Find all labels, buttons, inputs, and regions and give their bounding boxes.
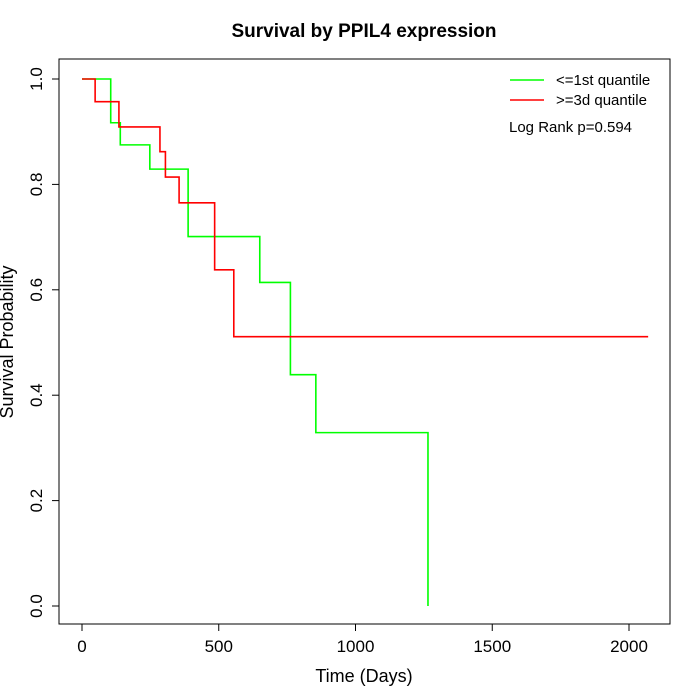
- x-tick-label: 500: [205, 637, 233, 656]
- legend-label-1: <=1st quantile: [556, 72, 650, 89]
- x-tick-label: 1500: [473, 637, 511, 656]
- x-axis: 0 500 1000 1500 2000: [77, 623, 648, 656]
- series-line-2: [82, 78, 649, 338]
- y-axis-label: Survival Probability: [0, 265, 17, 418]
- y-tick-label: 1.0: [27, 67, 46, 91]
- log-rank-annotation: Log Rank p=0.594: [509, 119, 632, 136]
- legend-label-2: >=3d quantile: [556, 92, 647, 109]
- series-layer: [82, 78, 649, 606]
- y-tick-label: 0.6: [27, 278, 46, 302]
- y-axis: 0.0 0.2 0.4 0.6 0.8 1.0: [27, 67, 60, 618]
- plot-frame: [58, 58, 671, 625]
- x-tick-label: 1000: [337, 637, 375, 656]
- y-tick-label: 0.4: [27, 383, 46, 407]
- x-tick-label: 2000: [610, 637, 648, 656]
- x-axis-label: Time (Days): [315, 666, 412, 686]
- series-line-1: [82, 78, 429, 606]
- chart-title: Survival by PPIL4 expression: [231, 21, 496, 42]
- y-tick-label: 0.0: [27, 594, 46, 618]
- x-tick-label: 0: [77, 637, 86, 656]
- legend: <=1st quantile >=3d quantile: [510, 72, 650, 109]
- y-tick-label: 0.2: [27, 489, 46, 513]
- y-tick-label: 0.8: [27, 173, 46, 197]
